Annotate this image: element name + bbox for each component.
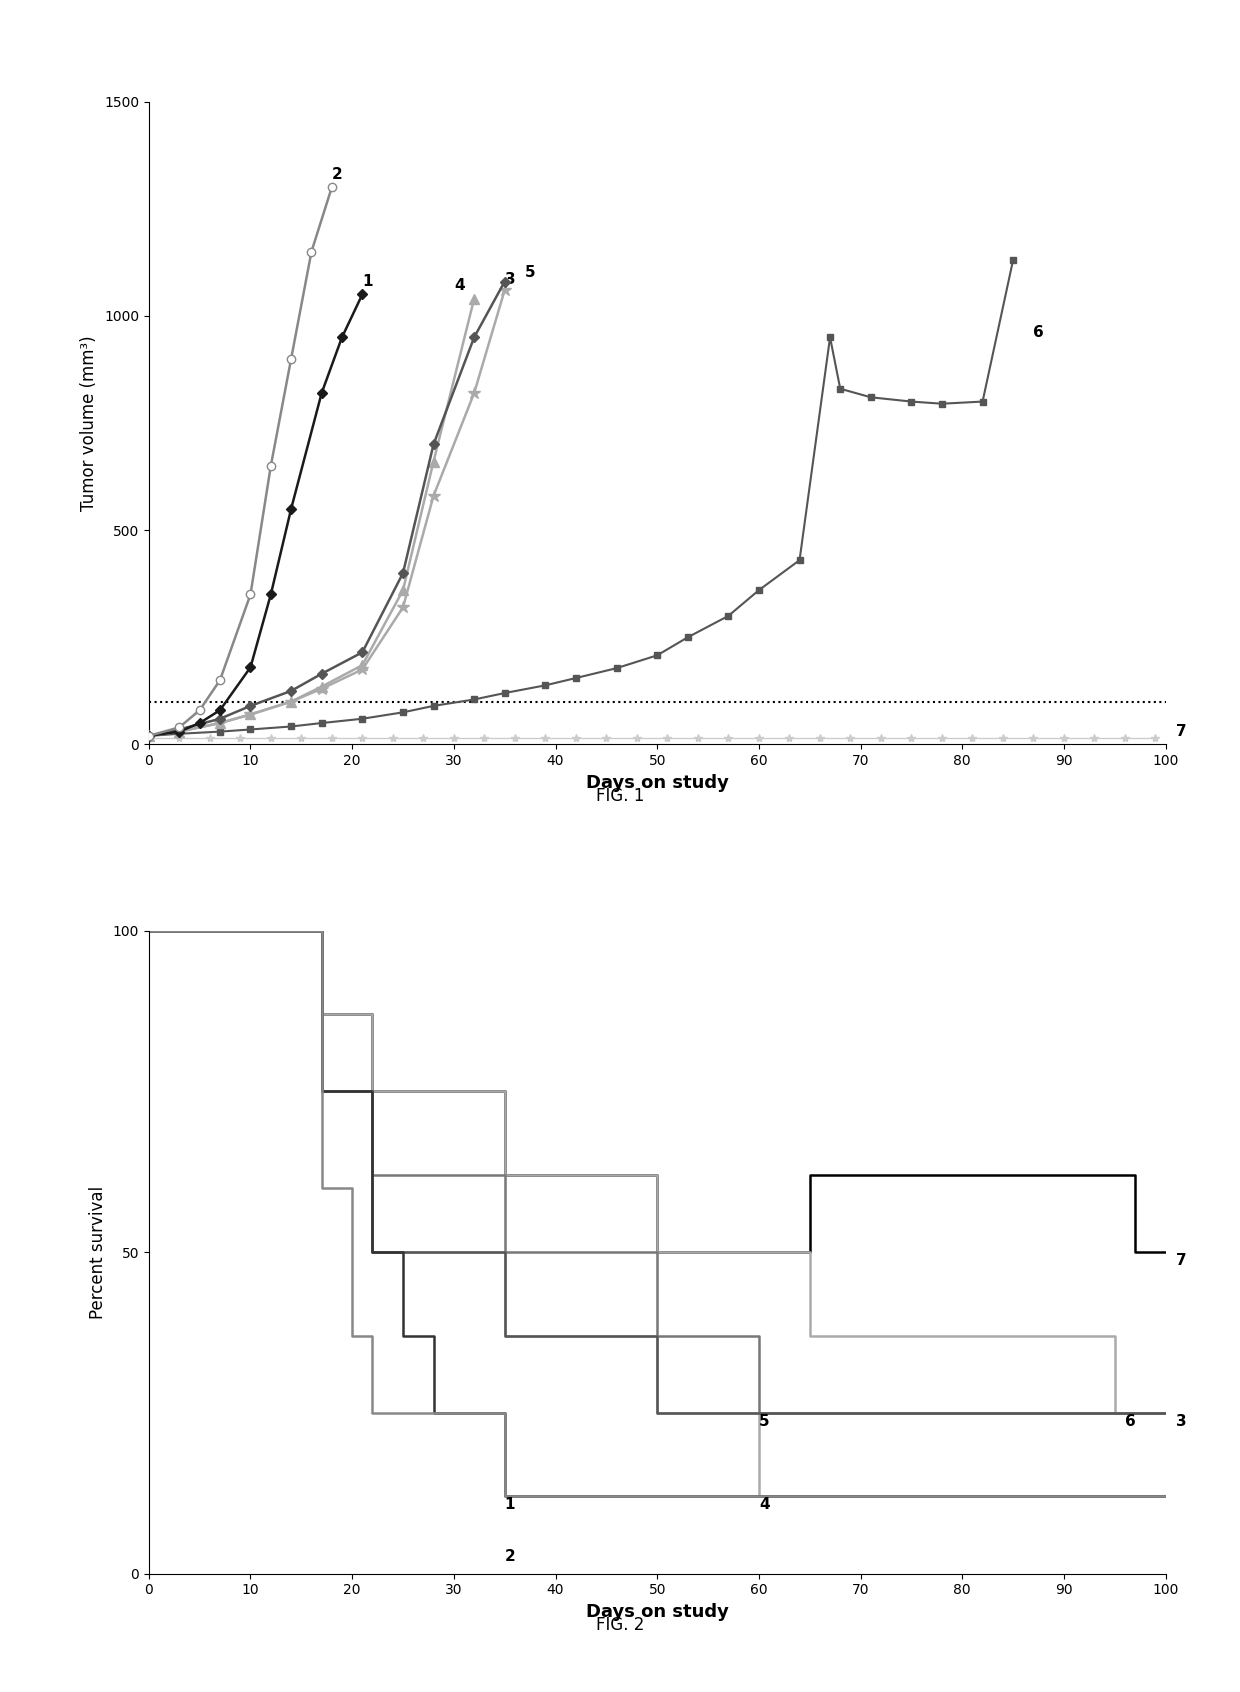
Text: FIG. 1: FIG. 1 bbox=[595, 787, 645, 805]
Text: 6: 6 bbox=[1033, 325, 1044, 340]
Text: 7: 7 bbox=[1176, 724, 1187, 739]
Text: 4: 4 bbox=[454, 277, 465, 293]
Text: 3: 3 bbox=[505, 272, 516, 286]
Text: 6: 6 bbox=[1125, 1415, 1136, 1428]
Text: 2: 2 bbox=[505, 1548, 516, 1563]
Text: 5: 5 bbox=[525, 266, 536, 281]
Text: 7: 7 bbox=[1176, 1254, 1187, 1267]
Text: 3: 3 bbox=[1176, 1415, 1187, 1428]
X-axis label: Days on study: Days on study bbox=[585, 1602, 729, 1621]
Text: 1: 1 bbox=[362, 274, 373, 289]
Text: FIG. 2: FIG. 2 bbox=[595, 1616, 645, 1634]
Y-axis label: Percent survival: Percent survival bbox=[89, 1186, 107, 1318]
X-axis label: Days on study: Days on study bbox=[585, 773, 729, 792]
Text: 2: 2 bbox=[332, 168, 342, 181]
Text: 5: 5 bbox=[759, 1415, 770, 1428]
Y-axis label: Tumor volume (mm³): Tumor volume (mm³) bbox=[81, 335, 98, 511]
Text: 1: 1 bbox=[505, 1497, 515, 1513]
Text: 4: 4 bbox=[759, 1497, 770, 1513]
